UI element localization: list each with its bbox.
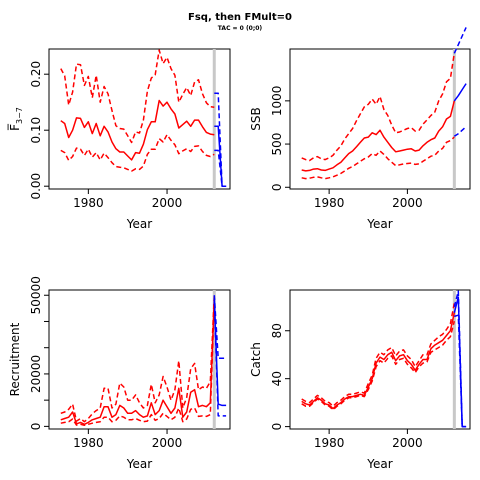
catch-series-historic-lower bbox=[301, 321, 456, 411]
fbar-plot-frame bbox=[48, 48, 231, 190]
recruitment-series-projection-lower bbox=[213, 300, 227, 417]
catch-series-historic-upper bbox=[301, 303, 456, 407]
recruitment-series-historic-lower bbox=[60, 300, 216, 427]
catch-plot-frame bbox=[289, 289, 471, 430]
ssb-xlabel: Year bbox=[366, 217, 392, 231]
recruitment-series-projection-upper bbox=[213, 295, 227, 359]
fbar-series-historic-lower bbox=[60, 133, 215, 172]
ssb-plot-frame bbox=[289, 48, 471, 190]
recruitment-ytick-label: 20000 bbox=[29, 355, 43, 393]
recruitment-xtick-label: 1980 bbox=[73, 436, 104, 450]
ssb-xtick-label: 2000 bbox=[392, 196, 423, 210]
fbar-ytick-label: 0.00 bbox=[29, 173, 43, 200]
ssb-series-projection-lower bbox=[453, 126, 467, 137]
ssb-xtick-label: 1980 bbox=[314, 196, 345, 210]
ssb-ytick-label: 1000 bbox=[270, 86, 284, 117]
catch-xtick-label: 1980 bbox=[314, 436, 345, 450]
fbar-series-projection-upper bbox=[214, 92, 227, 187]
fbar-xlabel: Year bbox=[126, 217, 152, 231]
panel-fbar: 1980 2000 0.00 0.10 0.20 Year F̅3−7 bbox=[7, 48, 231, 231]
recruitment-ytick-label: 0 bbox=[29, 423, 43, 431]
fbar-ytick-label: 0.20 bbox=[29, 61, 43, 88]
ssb-series-projection-median bbox=[453, 83, 467, 102]
ssb-series-historic-median bbox=[301, 100, 456, 172]
ssb-series-projection-upper bbox=[453, 27, 467, 54]
fbar-series-historic-upper bbox=[60, 49, 215, 144]
fbar-ylabel: F̅3−7 bbox=[7, 107, 24, 131]
recruitment-ylabel: Recruitment bbox=[8, 322, 22, 396]
fbar-xtick-label: 1980 bbox=[73, 196, 104, 210]
recruitment-plot-frame bbox=[48, 289, 231, 430]
panel-catch: 1980 2000 0 40 80 Year Catch bbox=[249, 289, 471, 471]
figure-subtitle: TAC = 0 (0;0) bbox=[218, 25, 263, 32]
fbar-series-historic-median bbox=[60, 99, 215, 161]
fbar-xtick-label: 2000 bbox=[152, 196, 183, 210]
fbar-ylabel-subscript: 3−7 bbox=[15, 107, 24, 124]
recruitment-series-historic-median bbox=[60, 297, 216, 426]
catch-series-projection-upper bbox=[453, 290, 467, 428]
fbar-ytick-label: 0.10 bbox=[29, 117, 43, 144]
catch-ytick-label: 0 bbox=[270, 423, 284, 431]
panel-ssb: 1980 2000 0 500 1000 Year SSB bbox=[249, 27, 471, 231]
recruitment-xtick-label: 2000 bbox=[152, 436, 183, 450]
ssb-series-historic-upper bbox=[301, 53, 456, 162]
recruitment-xlabel: Year bbox=[126, 457, 152, 471]
figure-title: Fsq, then FMult=0 bbox=[188, 12, 292, 23]
ssb-ytick-label: 500 bbox=[270, 133, 284, 156]
ssb-series-historic-lower bbox=[301, 136, 455, 180]
recruitment-series-historic-upper bbox=[60, 295, 216, 423]
catch-ylabel: Catch bbox=[249, 342, 263, 377]
catch-ytick-label: 80 bbox=[270, 323, 284, 338]
catch-xtick-label: 2000 bbox=[392, 436, 423, 450]
ssb-ytick-label: 0 bbox=[270, 183, 284, 191]
catch-series-historic-median bbox=[301, 312, 456, 410]
catch-xlabel: Year bbox=[366, 457, 392, 471]
recruitment-ytick-label: 50000 bbox=[29, 276, 43, 314]
ssb-ylabel: SSB bbox=[249, 107, 263, 130]
catch-series-projection-lower bbox=[454, 314, 467, 428]
catch-ytick-label: 40 bbox=[270, 371, 284, 386]
